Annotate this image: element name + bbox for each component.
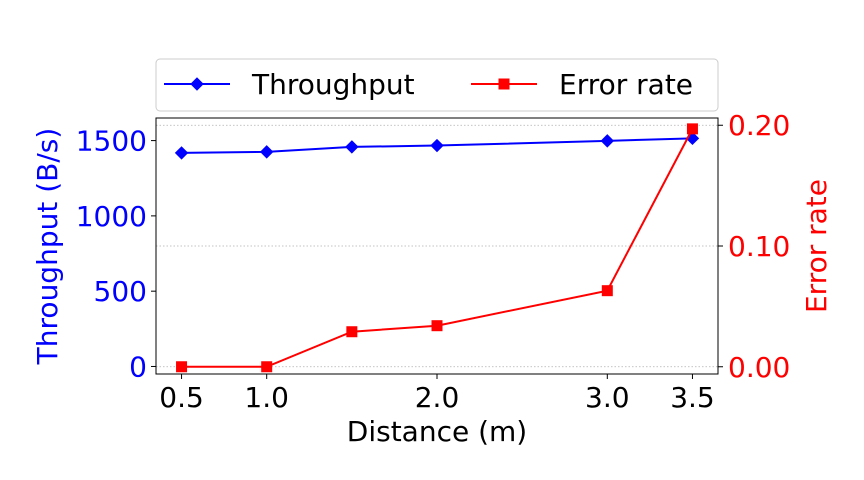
- data-point-0-2: [345, 140, 359, 154]
- y-left-tick-label-1: 500: [94, 275, 147, 308]
- data-point-1-2: [346, 326, 358, 338]
- data-point-1-4: [601, 285, 613, 297]
- data-point-0-1: [259, 145, 274, 159]
- series-1: [176, 123, 698, 373]
- data-point-0-4: [600, 134, 615, 148]
- grid-lines: [156, 124, 718, 368]
- legend-label-1: Error rate: [559, 68, 693, 101]
- legend-box: [155, 58, 719, 112]
- y-left-tick-label-0: 0: [129, 350, 147, 383]
- legend: Throughput Error rate: [155, 58, 719, 112]
- data-point-0-3: [430, 138, 444, 153]
- series-layer: [174, 123, 700, 373]
- series-line-1: [181, 128, 694, 368]
- y-axis-left: 0 500 1000 1500 Throughput (B/s): [31, 125, 156, 383]
- series-line-0: [181, 137, 693, 154]
- x-tick-label-3: 3.0: [585, 381, 630, 414]
- data-point-1-3: [431, 320, 443, 332]
- y-right-tick-label-1: 0.10: [728, 230, 790, 263]
- x-tick-label-2: 2.0: [415, 381, 460, 414]
- legend-marker-0: [190, 77, 204, 91]
- data-point-0-0: [174, 146, 189, 160]
- data-point-1-1: [261, 361, 273, 373]
- y-right-tick-label-0: 0.00: [728, 351, 790, 384]
- y-left-axis-label: Throughput (B/s): [31, 128, 64, 366]
- x-tick-label-1: 1.0: [244, 381, 289, 414]
- y-right-tick-label-2: 0.20: [728, 109, 790, 142]
- y-right-axis-label: Error rate: [800, 179, 833, 313]
- y-left-tick-label-3: 1500: [76, 125, 147, 158]
- series-0: [174, 131, 700, 160]
- x-tick-label-0: 0.5: [159, 381, 204, 414]
- data-point-1-5: [686, 123, 698, 135]
- x-axis: 0.5 1.0 2.0 3.0 3.5 Distance (m): [159, 374, 715, 448]
- legend-label-0: Throughput: [251, 68, 415, 101]
- legend-marker-1: [498, 78, 510, 90]
- y-left-tick-label-2: 1000: [76, 200, 147, 233]
- x-axis-label: Distance (m): [347, 415, 527, 448]
- x-tick-label-4: 3.5: [670, 381, 715, 414]
- data-point-1-0: [176, 361, 188, 373]
- y-axis-right: 0.00 0.10 0.20 Error rate: [718, 109, 833, 384]
